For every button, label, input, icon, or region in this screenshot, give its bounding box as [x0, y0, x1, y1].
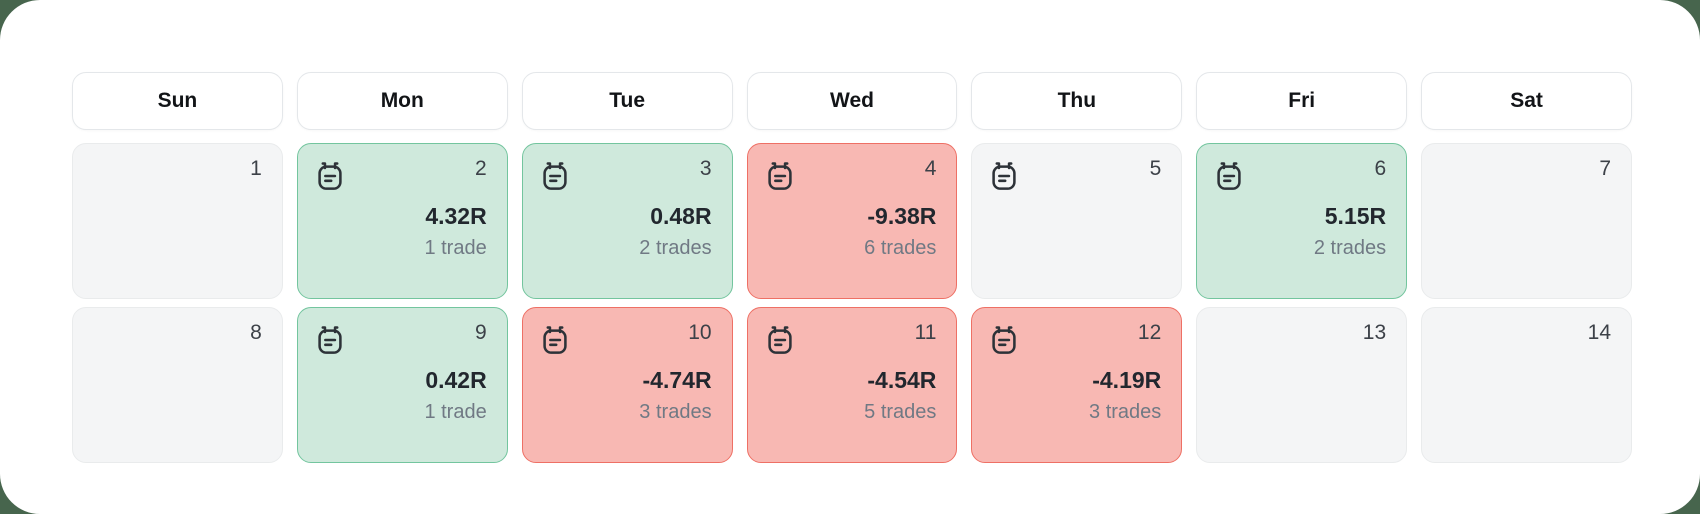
calendar-day-5[interactable]: 5: [971, 143, 1183, 299]
journal-note-icon: [1213, 158, 1245, 194]
journal-note-icon: [988, 322, 1020, 358]
day-number: 1: [250, 157, 262, 180]
weekday-header-wed: Wed: [746, 72, 958, 130]
day-trade-count: 2 trades: [1313, 237, 1387, 259]
day-cell-top: 4: [764, 154, 937, 194]
calendar-day-6[interactable]: 6 5.15R 2 trades: [1196, 143, 1408, 299]
journal-note-icon: [314, 322, 346, 358]
day-result-r: 5.15R: [1324, 203, 1387, 229]
day-trade-count: 5 trades: [864, 401, 937, 423]
weekday-header-fri: Fri: [1196, 72, 1408, 130]
day-cell-top: 14: [1438, 318, 1611, 358]
day-result-r: 0.42R: [425, 367, 487, 393]
calendar-day-12[interactable]: 12 -4.19R 3 trades: [971, 307, 1183, 463]
day-trade-count: 1 trade: [424, 237, 487, 259]
day-cell-top: 12: [988, 318, 1161, 358]
day-cell-top: 1: [89, 154, 262, 194]
day-number: 14: [1587, 321, 1611, 344]
day-number: 6: [1374, 157, 1387, 180]
weekday-label: Fri: [1288, 89, 1316, 112]
weekday-label: Sat: [1510, 89, 1543, 112]
day-number: 3: [699, 157, 712, 180]
day-result-r: -9.38R: [867, 203, 937, 229]
day-trade-count: 3 trades: [1089, 401, 1162, 423]
calendar-day-7[interactable]: 7: [1421, 143, 1632, 299]
journal-note-icon: [314, 158, 346, 194]
day-cell-top: 9: [314, 318, 487, 358]
calendar-grid: 1 2 4.32R 1 trade 3 0.48R 2 trades 4 -9.38R 6 tra…: [72, 143, 1632, 463]
day-cell-top: 13: [1213, 318, 1386, 358]
day-number: 2: [475, 157, 487, 180]
day-result-r: 0.48R: [650, 203, 712, 229]
journal-note-icon: [764, 158, 796, 194]
weekday-label: Mon: [380, 89, 424, 112]
weekday-header-sat: Sat: [1421, 72, 1632, 130]
day-cell-top: 10: [539, 318, 712, 358]
calendar-day-13[interactable]: 13: [1196, 307, 1408, 463]
weekday-label: Thu: [1057, 89, 1097, 112]
calendar-day-8[interactable]: 8: [72, 307, 283, 463]
day-number: 11: [914, 321, 937, 344]
calendar-day-3[interactable]: 3 0.48R 2 trades: [521, 143, 733, 299]
day-cell-top: 6: [1213, 154, 1386, 194]
day-number: 7: [1599, 157, 1611, 180]
day-cell-top: 3: [539, 154, 712, 194]
day-cell-top: 7: [1438, 154, 1611, 194]
day-trade-count: 6 trades: [864, 237, 937, 259]
calendar-day-1[interactable]: 1: [72, 143, 283, 299]
day-result-r: 4.32R: [425, 203, 487, 229]
weekday-label: Tue: [609, 89, 646, 112]
day-number: 9: [475, 321, 487, 344]
day-cell-top: 11: [764, 318, 937, 358]
day-trade-count: 1 trade: [424, 401, 487, 423]
calendar-day-11[interactable]: 11 -4.54R 5 trades: [746, 307, 958, 463]
day-cell-top: 8: [89, 318, 262, 358]
weekday-header-row: Sun Mon Tue Wed Thu Fri Sat: [72, 72, 1632, 130]
day-trade-count: 3 trades: [639, 401, 712, 423]
day-cell-top: 2: [314, 154, 487, 194]
day-result-r: -4.54R: [867, 367, 937, 393]
day-result-r: -4.74R: [642, 367, 712, 393]
calendar-day-10[interactable]: 10 -4.74R 3 trades: [521, 307, 733, 463]
weekday-label: Wed: [830, 89, 874, 112]
calendar-day-9[interactable]: 9 0.42R 1 trade: [296, 307, 508, 463]
day-number: 10: [688, 321, 712, 344]
week-row-2: 8 9 0.42R 1 trade 10 -4.74R 3 trades 11 -4.54R 5 …: [72, 307, 1632, 463]
calendar-day-2[interactable]: 2 4.32R 1 trade: [296, 143, 508, 299]
calendar-day-14[interactable]: 14: [1421, 307, 1632, 463]
journal-note-icon: [539, 158, 571, 194]
weekday-header-tue: Tue: [521, 72, 733, 130]
journal-note-icon: [539, 322, 571, 358]
journal-note-icon: [764, 322, 796, 358]
day-number: 8: [250, 321, 262, 344]
day-number: 5: [1149, 157, 1162, 180]
day-number: 13: [1362, 321, 1387, 344]
day-cell-top: 5: [988, 154, 1161, 194]
day-number: 12: [1137, 321, 1162, 344]
day-trade-count: 2 trades: [639, 237, 712, 259]
weekday-header-mon: Mon: [296, 72, 508, 130]
calendar-day-4[interactable]: 4 -9.38R 6 trades: [746, 143, 958, 299]
week-row-1: 1 2 4.32R 1 trade 3 0.48R 2 trades 4 -9.38R 6 tra…: [72, 143, 1632, 299]
day-number: 4: [924, 157, 937, 180]
weekday-header-thu: Thu: [971, 72, 1183, 130]
weekday-label: Sun: [157, 89, 198, 112]
journal-note-icon: [988, 158, 1020, 194]
day-result-r: -4.19R: [1092, 367, 1162, 393]
weekday-header-sun: Sun: [72, 72, 283, 130]
